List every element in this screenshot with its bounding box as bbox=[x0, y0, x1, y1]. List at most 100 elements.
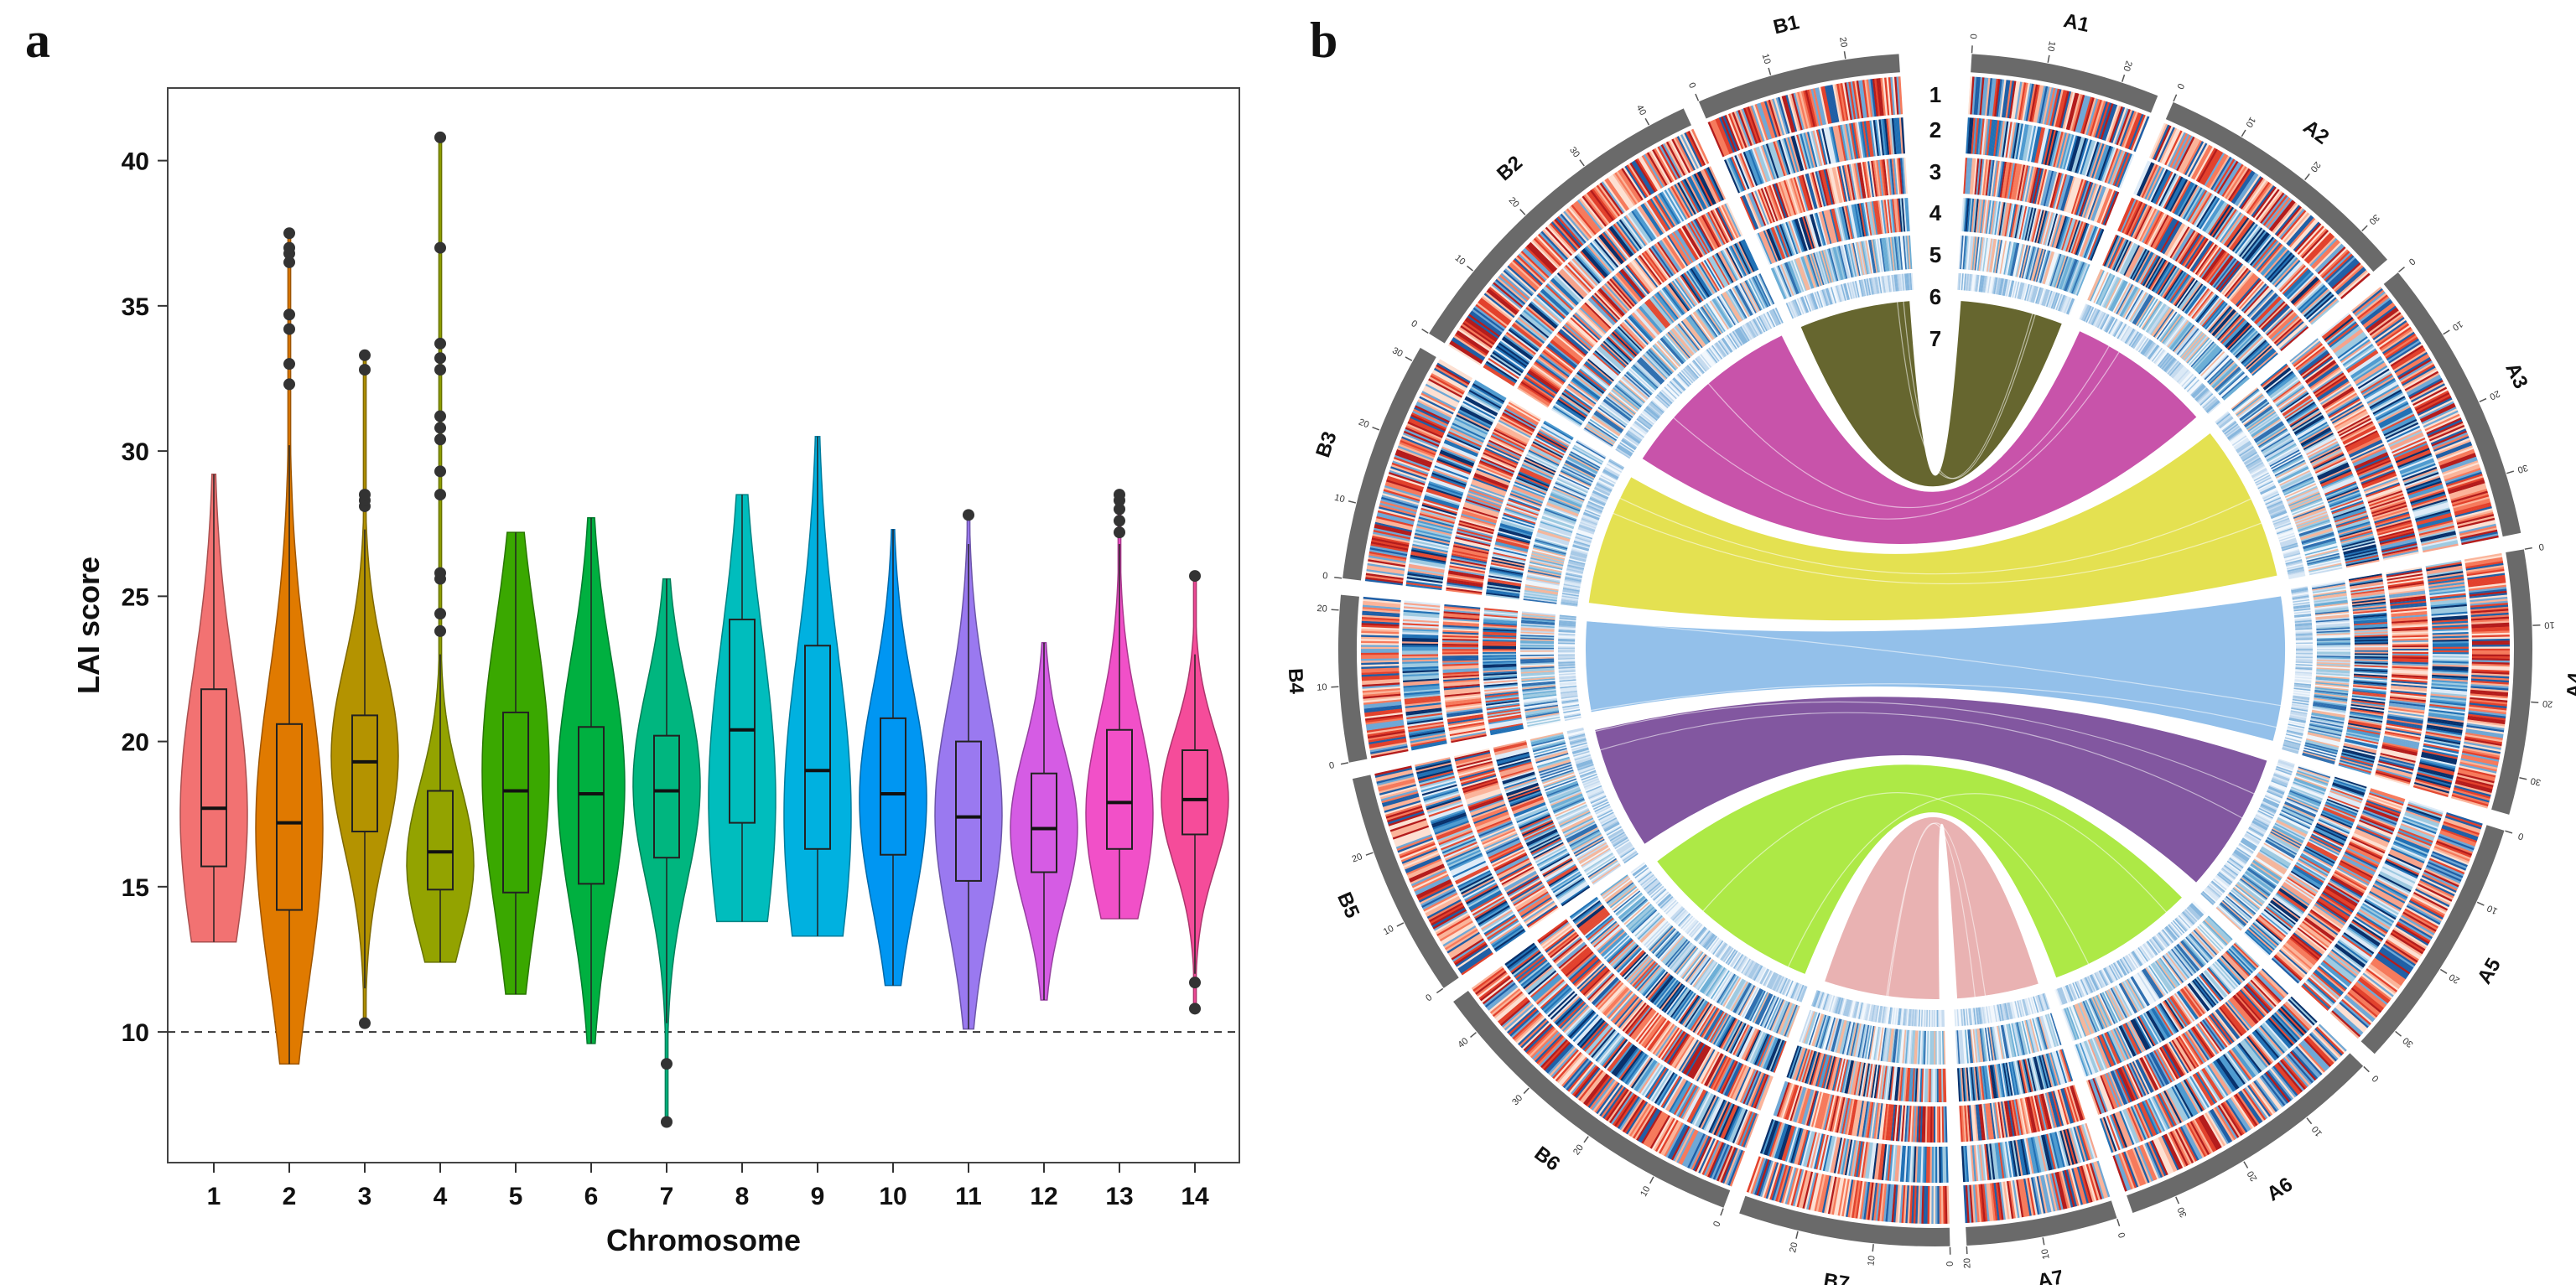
heatmap-bin bbox=[2225, 323, 2251, 349]
heatmap-bin bbox=[2018, 244, 2027, 278]
heatmap-bin bbox=[2001, 241, 2008, 275]
heatmap-bin bbox=[1992, 160, 1998, 197]
heatmap-bin bbox=[2273, 319, 2303, 345]
segment-tick bbox=[2395, 1030, 2402, 1037]
heatmap-bin bbox=[2111, 106, 2126, 143]
heatmap-bin bbox=[2148, 168, 2167, 202]
heatmap-bin bbox=[2228, 326, 2254, 352]
heatmap-bin bbox=[2165, 271, 2185, 300]
heatmap-bin bbox=[2168, 178, 2187, 211]
heatmap-bin bbox=[1985, 159, 1992, 196]
heatmap-bin bbox=[2187, 238, 2209, 270]
heatmap-bin bbox=[2181, 139, 2201, 174]
heatmap-bin bbox=[2031, 126, 2040, 163]
heatmap-bin bbox=[2235, 277, 2261, 307]
heatmap-bin bbox=[1997, 79, 2005, 117]
heatmap-bin bbox=[2116, 283, 2134, 315]
outlier-point bbox=[283, 227, 295, 240]
segment-tick-label: 0 bbox=[1968, 34, 1978, 39]
heatmap-bin bbox=[2261, 303, 2288, 330]
heatmap-bin bbox=[2194, 243, 2216, 274]
heatmap-bin bbox=[2101, 275, 2117, 307]
heatmap-bin bbox=[2252, 186, 2277, 219]
heatmap-bin bbox=[2044, 212, 2055, 246]
heatmap-bin bbox=[2109, 106, 2124, 143]
heatmap-bin bbox=[2197, 246, 2220, 277]
heatmap-bin bbox=[2294, 280, 2322, 308]
heatmap-bin bbox=[2109, 237, 2125, 269]
heatmap-bin bbox=[1972, 199, 1978, 233]
heatmap-bin bbox=[2161, 174, 2180, 208]
heatmap-bin bbox=[1976, 236, 1981, 271]
heatmap-bin bbox=[2169, 226, 2190, 259]
heatmap-bin bbox=[2070, 178, 2082, 214]
heatmap-bin bbox=[2040, 211, 2051, 245]
heatmap-bin bbox=[2163, 129, 2181, 165]
heatmap-bin bbox=[2220, 213, 2244, 244]
heatmap-bin bbox=[2193, 194, 2215, 226]
heatmap-bin bbox=[1987, 159, 1993, 196]
heatmap-bin bbox=[2007, 163, 2016, 199]
heatmap-bin bbox=[2059, 217, 2072, 251]
segment-tick bbox=[2505, 830, 2513, 834]
heatmap-bin bbox=[2035, 287, 2042, 304]
heatmap-bin bbox=[2114, 240, 2131, 272]
outlier-point bbox=[359, 364, 371, 376]
heatmap-bin bbox=[2060, 295, 2068, 313]
heatmap-bin bbox=[2066, 177, 2079, 213]
heatmap-bin bbox=[2002, 202, 2009, 236]
heatmap-bin bbox=[1983, 238, 1990, 272]
heatmap-bin bbox=[2267, 252, 2293, 281]
heatmap-bin bbox=[2047, 213, 2059, 246]
heatmap-bin bbox=[2135, 251, 2153, 282]
heatmap-bin bbox=[1972, 117, 1978, 154]
heatmap-bin bbox=[2087, 268, 2102, 301]
heatmap-bin bbox=[2331, 262, 2361, 290]
heatmap-bin bbox=[2209, 155, 2231, 189]
heatmap-bin bbox=[2105, 277, 2122, 309]
heatmap-bin bbox=[2260, 192, 2285, 224]
heatmap-bin bbox=[2073, 137, 2085, 173]
segment-tick-label: 0 bbox=[2371, 1073, 2381, 1084]
heatmap-bin bbox=[2133, 116, 2150, 153]
heatmap-bin bbox=[2216, 160, 2239, 194]
heatmap-bin bbox=[2232, 171, 2256, 205]
heatmap-bin bbox=[2042, 170, 2053, 206]
heatmap-bin bbox=[2202, 301, 2225, 329]
heatmap-bin bbox=[2148, 260, 2168, 290]
heatmap-bin bbox=[2322, 251, 2352, 280]
heatmap-bin bbox=[2114, 152, 2129, 187]
heatmap-bin bbox=[2262, 194, 2288, 226]
heatmap-bin bbox=[2031, 286, 2038, 303]
heatmap-bin bbox=[2048, 130, 2059, 166]
heatmap-bin bbox=[2089, 228, 2103, 261]
heatmap-bin bbox=[2102, 234, 2117, 267]
heatmap-bin bbox=[2214, 158, 2236, 193]
heatmap-bin bbox=[2306, 294, 2334, 320]
heatmap-bin bbox=[2059, 257, 2073, 290]
heatmap-bin bbox=[2004, 279, 2010, 297]
heatmap-bin bbox=[2138, 208, 2158, 242]
heatmap-bin bbox=[2248, 290, 2275, 319]
heatmap-bin bbox=[2199, 197, 2220, 230]
heatmap-bin bbox=[2075, 222, 2089, 256]
heatmap-bin bbox=[1996, 277, 2001, 295]
heatmap-bin bbox=[2148, 259, 2167, 289]
heatmap-bin bbox=[1994, 79, 2001, 117]
heatmap-bin bbox=[2061, 296, 2070, 313]
heatmap-bin bbox=[1962, 273, 1966, 291]
heatmap-bin bbox=[2118, 198, 2136, 232]
heatmap-bin bbox=[2190, 191, 2211, 225]
heatmap-bin bbox=[1972, 158, 1978, 195]
heatmap-bin bbox=[2043, 129, 2053, 165]
heatmap-bin bbox=[2112, 151, 2127, 186]
heatmap-bin bbox=[1964, 236, 1968, 270]
heatmap-bin bbox=[2240, 282, 2266, 311]
heatmap-bin bbox=[2205, 303, 2230, 331]
heatmap-bin bbox=[2314, 243, 2344, 272]
heatmap-bin bbox=[2176, 136, 2195, 172]
heatmap-bin bbox=[2161, 221, 2181, 254]
heatmap-bin bbox=[2096, 101, 2111, 139]
heatmap-bin bbox=[2278, 263, 2305, 292]
heatmap-track-6 bbox=[1958, 235, 2090, 296]
